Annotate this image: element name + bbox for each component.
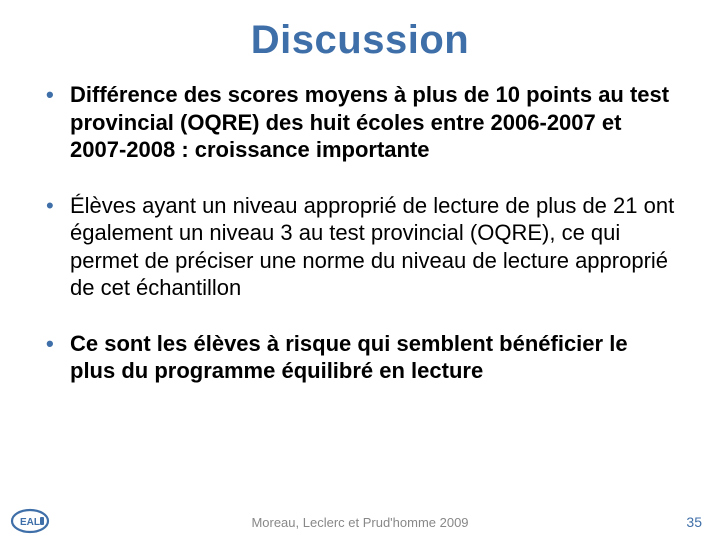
page-number: 35 [686,514,702,530]
slide: Discussion Différence des scores moyens … [0,0,720,540]
bullet-item: Ce sont les élèves à risque qui semblent… [40,330,676,385]
footer-citation: Moreau, Leclerc et Prud'homme 2009 [0,515,720,530]
bullet-list: Différence des scores moyens à plus de 1… [40,81,680,385]
bullet-item: Élèves ayant un niveau approprié de lect… [40,192,676,302]
slide-title: Discussion [40,18,680,63]
bullet-item: Différence des scores moyens à plus de 1… [40,81,676,164]
footer: EAL Moreau, Leclerc et Prud'homme 2009 3… [0,508,720,540]
